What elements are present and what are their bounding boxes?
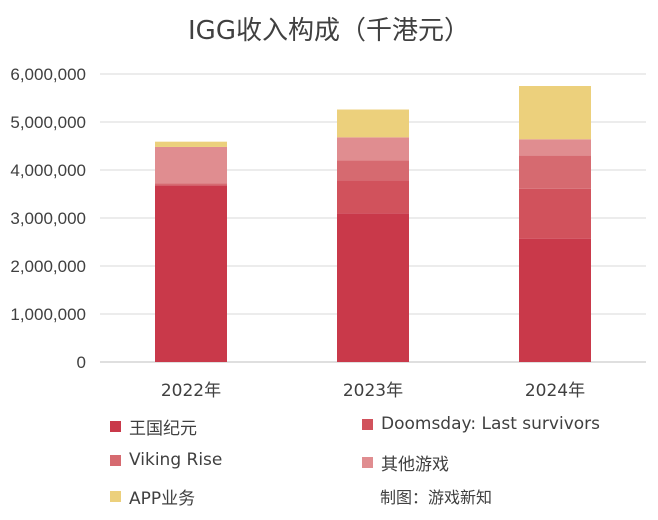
legend-item-series-4: APP业务	[110, 484, 195, 509]
bar-segment-3-2	[519, 139, 591, 156]
bar-segment-4-2	[519, 86, 591, 140]
x-tick-label: 2024年	[525, 381, 585, 400]
y-axis: 0 1,000,000 2,000,000 3,000,000 4,000,000 5,0…	[10, 65, 86, 372]
y-tick-label: 3,000,000	[10, 209, 86, 228]
y-tick-label: 6,000,000	[10, 65, 86, 84]
legend-item-series-0: 王国纪元	[110, 414, 197, 439]
legend-label: APP业务	[129, 489, 196, 509]
legend-label: Viking Rise	[129, 450, 223, 470]
bar-segment-4-1	[337, 109, 409, 138]
bar-segment-3-1	[337, 137, 409, 161]
bar-segment-2-0	[155, 183, 227, 186]
x-tick-label: 2022年	[161, 381, 221, 400]
bar-segment-3-0	[155, 146, 227, 184]
legend-item-series-1: Doomsday: Last survivors	[362, 414, 600, 434]
legend-swatch	[362, 418, 373, 430]
legend-swatch	[362, 457, 373, 468]
chart-title: IGG收入构成（千港元）	[188, 16, 470, 46]
bars	[155, 86, 591, 362]
bar-segment-1-2	[519, 188, 591, 239]
legend-swatch	[110, 491, 121, 502]
bar-segment-0-2	[519, 238, 591, 362]
x-tick-label: 2023年	[343, 381, 403, 400]
legend-swatch	[110, 454, 121, 466]
y-tick-label: 4,000,000	[10, 161, 86, 180]
legend-label: 其他游戏	[381, 455, 449, 475]
bar-segment-4-0	[155, 141, 227, 147]
legend-item-series-2: Viking Rise	[110, 450, 222, 470]
bar-segment-0-1	[337, 213, 409, 362]
stacked-bar-chart: 0 1,000,000 2,000,000 3,000,000 4,000,000 5,0…	[10, 65, 646, 400]
y-tick-label: 5,000,000	[10, 113, 86, 132]
bar-segment-2-1	[337, 160, 409, 181]
bar-segment-2-2	[519, 155, 591, 189]
legend-swatch	[110, 421, 121, 432]
bar-segment-0-0	[155, 185, 227, 362]
legend-label: Doomsday: Last survivors	[381, 414, 600, 434]
y-tick-label: 1,000,000	[10, 305, 86, 324]
chart-credit: 制图：游戏新知	[380, 488, 493, 507]
y-tick-label: 2,000,000	[10, 257, 86, 276]
x-axis: 2022年 2023年 2024年	[161, 381, 585, 400]
bar-segment-1-1	[337, 180, 409, 214]
y-tick-label: 0	[77, 353, 86, 372]
legend-item-series-3: 其他游戏	[362, 450, 449, 475]
legend-label: 王国纪元	[129, 419, 197, 439]
